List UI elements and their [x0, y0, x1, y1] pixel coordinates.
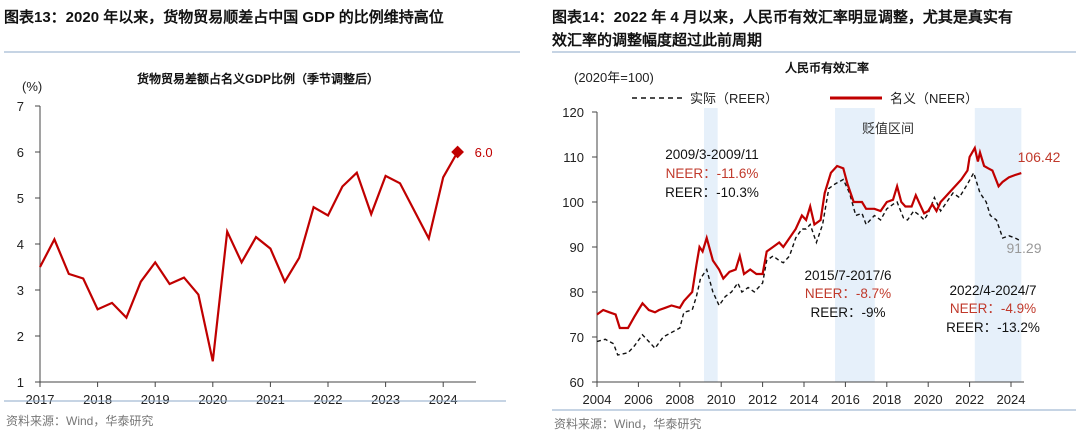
right-x-tick-label: 2018 — [872, 392, 901, 407]
left-x-tick-label: 2024 — [429, 392, 458, 407]
left-x-tick-label: 2020 — [198, 392, 227, 407]
right-figure-title-line1: 图表14：2022 年 4 月以来，人民币有效汇率明显调整，尤其是真实有 — [552, 8, 1013, 26]
reer-line — [596, 171, 1022, 356]
right-x-tick-label: 2004 — [583, 392, 612, 407]
left-x-tick-label: 2017 — [26, 392, 55, 407]
left-y-tick-label: 5 — [17, 191, 24, 206]
annotation-2009-reer: REER：-10.3% — [665, 185, 759, 200]
neer-end-label: 106.42 — [1018, 149, 1061, 165]
right-y-tick-label: 70 — [570, 330, 584, 345]
shaded-depreciation-period — [704, 108, 718, 382]
right-y-tick-label: 110 — [563, 150, 584, 165]
right-chart-title: 人民币有效汇率 — [785, 60, 869, 75]
annotation-2009-neer: NEER：-11.6% — [666, 166, 759, 181]
left-source: 资料来源：Wind，华泰研究 — [6, 413, 153, 428]
annotation-2015-period: 2015/7-2017/6 — [804, 268, 891, 283]
left-figure-title: 图表13：2020 年以来，货物贸易顺差占中国 GDP 的比例维持高位 — [4, 8, 444, 26]
right-y-tick-label: 60 — [570, 375, 584, 390]
shaded-region-label: 贬值区间 — [862, 121, 914, 136]
annotation-2009-period: 2009/3-2009/11 — [665, 147, 759, 162]
right-x-tick-label: 2012 — [748, 392, 777, 407]
annotation-2022-neer: NEER：-4.9% — [950, 301, 1036, 316]
right-y-unit: (2020年=100) — [574, 70, 654, 85]
left-y-tick-label: 6 — [17, 145, 24, 160]
right-x-tick-label: 2024 — [997, 392, 1026, 407]
right-y-tick-label: 90 — [570, 240, 584, 255]
left-y-unit: (%) — [22, 79, 42, 94]
left-x-tick-label: 2019 — [141, 392, 170, 407]
right-source: 资料来源：Wind，华泰研究 — [554, 416, 701, 431]
reer-end-label: 91.29 — [1006, 240, 1041, 256]
right-x-tick-label: 2020 — [914, 392, 943, 407]
trade-surplus-line — [39, 151, 459, 362]
left-y-tick-label: 2 — [17, 329, 24, 344]
left-x-tick-label: 2022 — [314, 392, 343, 407]
right-x-tick-label: 2010 — [707, 392, 736, 407]
last-point-marker — [451, 145, 464, 159]
right-y-tick-label: 80 — [570, 285, 584, 300]
left-y-tick-label: 7 — [17, 99, 24, 114]
annotation-2022-reer: REER：-13.2% — [946, 320, 1040, 335]
right-x-tick-label: 2006 — [624, 392, 653, 407]
left-chart-title: 货物贸易差额占名义GDP比例（季节调整后） — [137, 71, 379, 86]
right-figure-title-line2: 效汇率的调整幅度超过此前周期 — [552, 31, 762, 49]
right-x-tick-label: 2014 — [790, 392, 819, 407]
last-point-label: 6.0 — [475, 145, 493, 160]
annotation-2022-period: 2022/4-2024/7 — [949, 283, 1036, 298]
neer-line — [596, 145, 1022, 330]
right-y-tick-label: 120 — [562, 105, 584, 120]
right-y-tick-label: 100 — [562, 195, 584, 210]
left-x-tick-label: 2018 — [83, 392, 112, 407]
shaded-depreciation-period — [974, 108, 1022, 382]
left-y-tick-label: 1 — [17, 375, 24, 390]
annotation-2015-reer: REER：-9% — [810, 305, 885, 320]
right-x-tick-label: 2022 — [955, 392, 984, 407]
right-x-tick-label: 2008 — [665, 392, 694, 407]
annotation-2015-neer: NEER：-8.7% — [805, 286, 891, 301]
left-x-tick-label: 2023 — [371, 392, 400, 407]
left-y-tick-label: 3 — [17, 283, 24, 298]
shaded-depreciation-period — [835, 108, 875, 382]
left-y-tick-label: 4 — [17, 237, 24, 252]
legend-neer-label: 名义（NEER） — [890, 91, 978, 106]
legend-reer-label: 实际（REER） — [690, 91, 778, 106]
right-x-tick-label: 2016 — [831, 392, 860, 407]
left-x-tick-label: 2021 — [256, 392, 285, 407]
